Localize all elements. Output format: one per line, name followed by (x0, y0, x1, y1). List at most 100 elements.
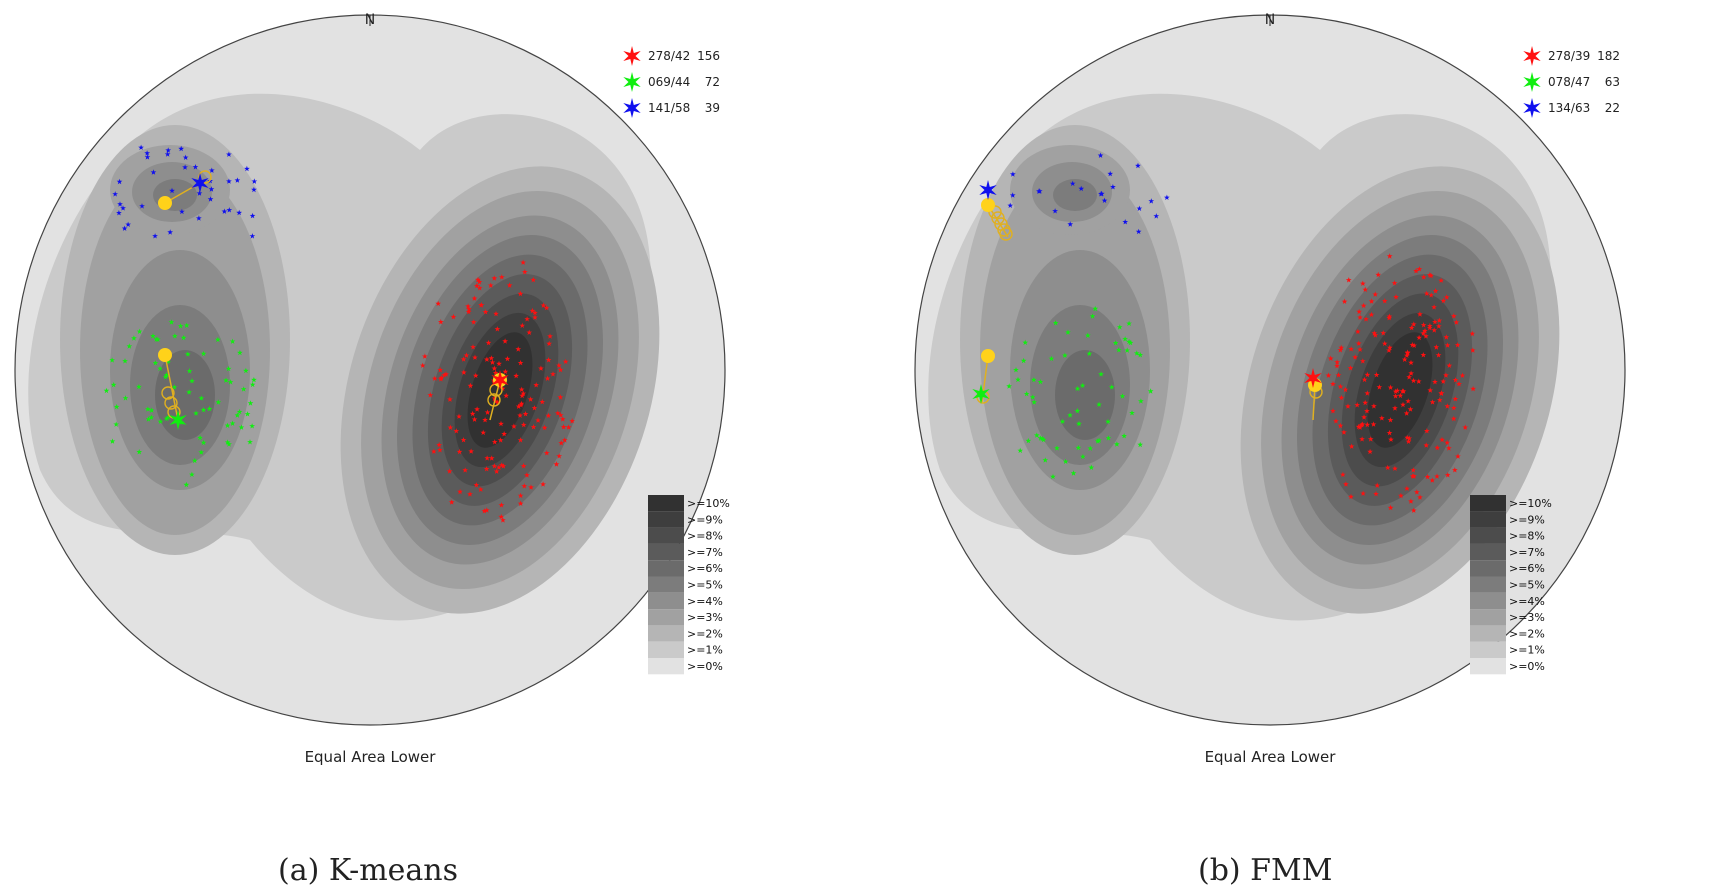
pole-point (1373, 371, 1380, 378)
contour-scale-label: >=10% (1509, 497, 1552, 510)
centroid-iteration-ring (161, 386, 175, 400)
contour-scale-label: >=0% (687, 660, 723, 673)
pole-point (450, 313, 457, 320)
pole-point (1327, 355, 1334, 361)
pole-point (1420, 322, 1427, 328)
pole-point (178, 145, 184, 152)
pole-point (186, 368, 193, 374)
pole-point (1434, 473, 1440, 479)
pole-point (164, 151, 171, 157)
green-star-icon (1523, 72, 1541, 92)
pole-point (493, 468, 500, 474)
pole-point (1367, 436, 1374, 442)
pole-point (1371, 403, 1377, 409)
pole-point (1408, 498, 1414, 504)
pole-point (1411, 342, 1417, 348)
pole-point (530, 276, 537, 283)
pole-point (497, 437, 504, 443)
pole-point (1110, 184, 1116, 190)
contour-scale-legend: >=10% >=9% >=8% >=7% >=6% >=5% >=4% >=3% >=2% >=1… (1470, 495, 1552, 675)
pole-point (478, 302, 484, 308)
pole-point (113, 421, 119, 427)
pole-point (558, 440, 565, 446)
contour-scale-label: >=1% (1509, 644, 1545, 657)
pole-point (1121, 433, 1127, 439)
pole-point (1341, 429, 1347, 435)
pole-point (221, 208, 228, 214)
pole-point (145, 416, 152, 422)
contour-scale-label: >=4% (1509, 595, 1545, 608)
pole-point (443, 371, 449, 377)
pole-point (1334, 362, 1340, 369)
contour-scale-swatch (648, 592, 684, 610)
caption-kmeans: (a) K-means (278, 853, 458, 888)
pole-point (1462, 424, 1469, 430)
pole-point (1105, 418, 1111, 425)
pole-point (475, 276, 481, 283)
pole-point (1387, 344, 1393, 351)
pole-point (1470, 385, 1476, 392)
pole-point (1387, 384, 1394, 390)
pole-point (136, 449, 143, 455)
pole-point (1451, 313, 1457, 319)
contour-scale-label: >=7% (687, 546, 723, 559)
pole-point (1410, 321, 1417, 327)
pole-point (541, 424, 548, 431)
pole-point (492, 398, 499, 404)
pole-point (472, 372, 479, 379)
pole-point (1355, 423, 1362, 430)
pole-point (1108, 384, 1115, 390)
contour-scale-swatch (1470, 576, 1506, 593)
pole-point (1098, 371, 1104, 377)
pole-point (517, 290, 524, 297)
pole-point (437, 367, 444, 373)
centroid-start (981, 198, 995, 212)
pole-point (197, 434, 203, 441)
pole-point (1088, 464, 1095, 470)
pole-point (244, 165, 250, 172)
pole-point (200, 439, 207, 446)
pole-point (1360, 302, 1367, 309)
pole-point (1364, 408, 1370, 414)
pole-point (471, 416, 478, 422)
pole-point (466, 306, 472, 312)
pole-point (441, 372, 448, 378)
pole-point (249, 212, 256, 219)
pole-point (565, 424, 572, 430)
pole-point (1358, 422, 1365, 428)
green-star-icon (623, 72, 641, 92)
pole-point (491, 439, 498, 445)
pole-point (476, 285, 483, 291)
pole-point (215, 336, 221, 343)
pole-point (1029, 394, 1036, 400)
pole-point (1423, 333, 1429, 339)
contour-scale-label: >=9% (687, 513, 723, 526)
pole-point (1437, 397, 1443, 403)
pole-point (215, 399, 222, 405)
pole-point (1404, 485, 1410, 491)
contour-scale-swatch (1470, 543, 1506, 561)
pole-point (500, 517, 506, 523)
pole-point (1023, 390, 1030, 397)
contour-scale-swatch (1470, 527, 1506, 544)
pole-point (1420, 352, 1427, 358)
contour-scale-swatch (1470, 625, 1506, 642)
pole-point (482, 309, 489, 315)
pole-point (196, 215, 202, 221)
pole-point (1356, 308, 1362, 315)
pole-point (1010, 171, 1016, 177)
pole-point (555, 410, 561, 416)
pole-point (533, 382, 539, 388)
pole-point (1119, 393, 1126, 399)
pole-point (1362, 399, 1369, 406)
pole-point (168, 319, 175, 325)
pole-point (223, 377, 229, 383)
pole-point (483, 507, 490, 513)
contour-scale-swatch (648, 609, 684, 626)
pole-point (1357, 424, 1363, 430)
pole-point (1453, 319, 1460, 325)
pole-point (498, 513, 505, 520)
pole-point (152, 233, 158, 239)
contour-scale-swatch (648, 511, 684, 528)
pole-point (506, 282, 513, 288)
